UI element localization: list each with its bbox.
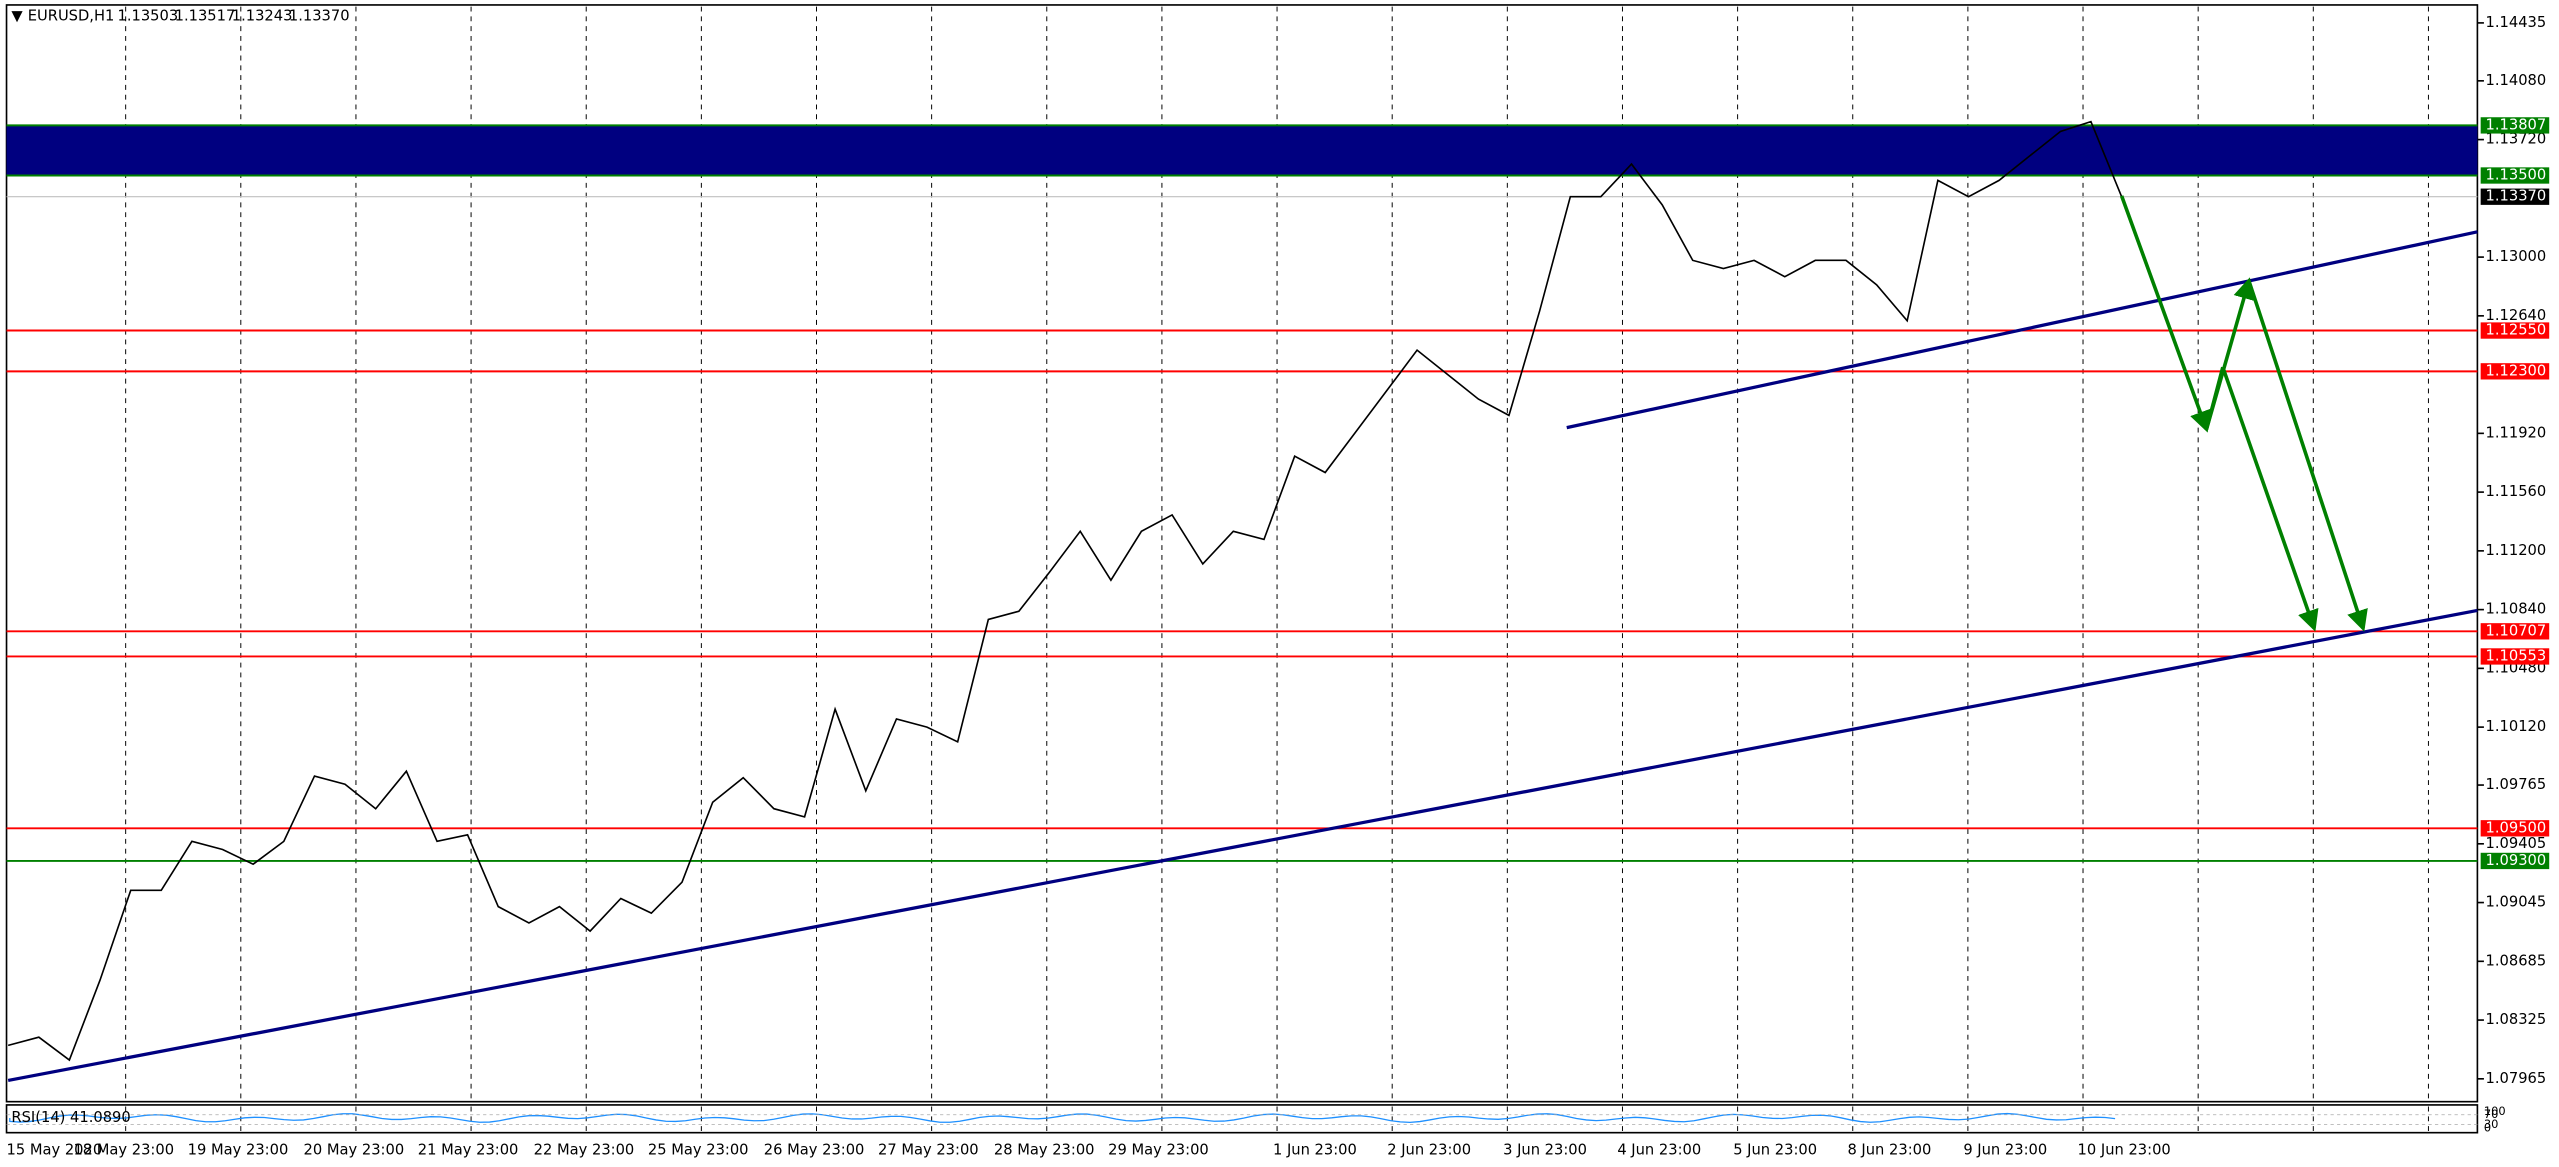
ohlc-value: 1.13517 [175, 7, 236, 24]
level-tag-label: 1.13500 [2486, 166, 2547, 183]
date-tick-label: 3 Jun 23:00 [1503, 1142, 1587, 1159]
level-tag [2480, 820, 2550, 837]
forecast-arrow [2221, 366, 2319, 632]
rsi-frame [5, 1104, 2479, 1134]
date-tick-label: 20 May 23:00 [304, 1142, 405, 1159]
rsi-label: RSI(14) 41.0890 [11, 1109, 130, 1126]
date-tick-label: 15 May 2020 [7, 1142, 103, 1159]
price-tick-label: 1.07965 [2486, 1070, 2547, 1087]
price-tick-label: 1.13720 [2486, 131, 2547, 148]
price-tick-label: 1.11920 [2486, 424, 2547, 441]
level-tag-label: 1.12550 [2486, 322, 2547, 339]
date-tick-label: 29 May 23:00 [1108, 1142, 1209, 1159]
date-tick-label: 1 Jun 23:00 [1273, 1142, 1357, 1159]
price-tick-label: 1.11560 [2486, 483, 2547, 500]
ohlc-value: 1.13243 [232, 7, 293, 24]
price-tick-label: 1.08325 [2486, 1011, 2547, 1028]
level-tag-label: 1.09500 [2486, 819, 2547, 836]
level-tag-label: 1.13807 [2486, 116, 2547, 133]
rsi-tick-label: 100 [2484, 1104, 2506, 1118]
level-tag-label: 1.12300 [2486, 362, 2547, 379]
level-tag [2480, 117, 2550, 134]
level-tag [2480, 852, 2550, 870]
plot-frame [5, 4, 2479, 1103]
price-tick-label: 1.10120 [2486, 718, 2547, 735]
date-tick-label: 2 Jun 23:00 [1387, 1142, 1471, 1159]
date-tick-label: 21 May 23:00 [418, 1142, 519, 1159]
date-tick-label: 26 May 23:00 [764, 1142, 865, 1159]
level-tag [2480, 648, 2550, 665]
ohlc-value: 1.13503 [118, 7, 179, 24]
triangle-icon: ▼ [11, 7, 23, 24]
level-tag-label: 1.09300 [2486, 852, 2547, 869]
price-tick-label: 1.09765 [2486, 776, 2547, 793]
price-line [7, 120, 2123, 1062]
level-tag [2480, 322, 2550, 339]
date-tick-label: 25 May 23:00 [648, 1142, 749, 1159]
level-tag [2480, 363, 2550, 380]
price-tick-label: 1.13000 [2486, 248, 2547, 265]
price-tick-label: 1.08685 [2486, 952, 2547, 969]
level-tag [2480, 167, 2550, 184]
resistance-zone [6, 125, 2478, 176]
trendline [1566, 230, 2478, 430]
level-tag-label: 1.10707 [2486, 622, 2547, 639]
rsi-line [9, 1112, 2116, 1124]
level-tag [2480, 188, 2550, 205]
rsi-tick-label: 30 [2484, 1117, 2499, 1131]
price-tick-label: 1.14080 [2486, 72, 2547, 89]
forecast-arrow [2119, 195, 2211, 433]
date-tick-label: 5 Jun 23:00 [1733, 1142, 1817, 1159]
rsi-tick-label: 70 [2484, 1107, 2499, 1121]
symbol: EURUSD,H1 [28, 7, 115, 24]
ohlc-value: 1.13370 [289, 7, 350, 24]
level-tag-label: 1.10553 [2486, 647, 2547, 664]
rsi-tick-label: 0 [2484, 1120, 2491, 1134]
date-tick-label: 28 May 23:00 [994, 1142, 1095, 1159]
date-tick-label: 8 Jun 23:00 [1847, 1142, 1931, 1159]
forecast-arrow [2247, 280, 2368, 632]
date-tick-label: 10 Jun 23:00 [2078, 1142, 2171, 1159]
date-tick-label: 18 May 23:00 [73, 1142, 174, 1159]
forecast-arrow [2204, 277, 2255, 430]
price-tick-label: 1.11200 [2486, 542, 2547, 559]
price-tick-label: 1.14435 [2486, 14, 2547, 31]
date-tick-label: 4 Jun 23:00 [1617, 1142, 1701, 1159]
price-tick-label: 1.12640 [2486, 307, 2547, 324]
date-tick-label: 9 Jun 23:00 [1963, 1142, 2047, 1159]
price-tick-label: 1.10840 [2486, 601, 2547, 618]
price-tick-label: 1.09405 [2486, 835, 2547, 852]
date-tick-label: 19 May 23:00 [188, 1142, 289, 1159]
price-tick-label: 1.09045 [2486, 894, 2547, 911]
level-tag-label: 1.13370 [2486, 188, 2547, 205]
date-tick-label: 27 May 23:00 [878, 1142, 979, 1159]
date-tick-label: 22 May 23:00 [534, 1142, 635, 1159]
trendline [7, 608, 2478, 1083]
level-tag [2480, 623, 2550, 640]
